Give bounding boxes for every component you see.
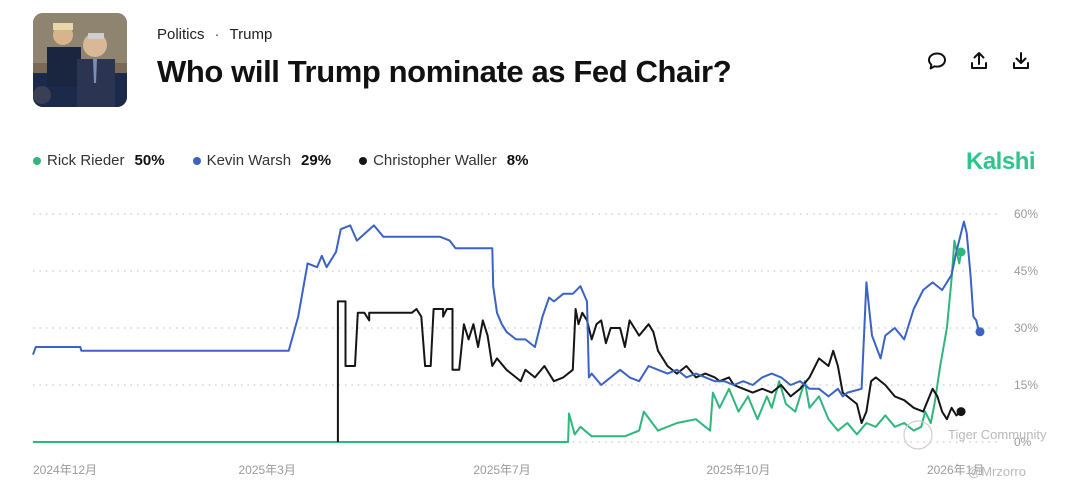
brand-logo[interactable]: Kalshi (966, 148, 1036, 175)
legend-dot-christopher-waller (359, 156, 368, 165)
share-icon[interactable] (968, 50, 990, 72)
market-thumbnail (33, 13, 127, 107)
y-tick-label: 0% (1014, 435, 1032, 449)
x-tick-label: 2026年1月 (927, 463, 984, 477)
x-tick-label: 2024年12月 (33, 463, 97, 477)
y-axis-ticks: 60% 45% 30% 15% 0% (1014, 207, 1038, 449)
page-title: Who will Trump nominate as Fed Chair? (157, 54, 732, 89)
x-axis-ticks: 2024年12月 2025年3月 2025年7月 2025年10月 2026年1月 (33, 463, 984, 477)
watermark-icon (903, 420, 933, 450)
legend-label: Kevin Warsh (206, 152, 292, 169)
y-tick-label: 45% (1014, 264, 1038, 278)
x-tick-label: 2025年3月 (238, 463, 295, 477)
breadcrumb-separator: · (214, 26, 220, 43)
chart-legend: Rick Rieder 50% Kevin Warsh 29% Christop… (33, 152, 528, 169)
watermark-community: Tiger Community (948, 427, 1047, 442)
legend-label: Christopher Waller (373, 152, 497, 169)
series-endpoint-kevin-warsh (975, 327, 985, 337)
x-tick-label: 2025年7月 (473, 463, 530, 477)
legend-item-rick-rieder[interactable]: Rick Rieder 50% (33, 152, 165, 169)
chart-grid (33, 213, 1000, 443)
y-tick-label: 60% (1014, 207, 1038, 221)
legend-value: 8% (506, 152, 529, 169)
action-bar (926, 50, 1032, 72)
series-line-christopher-waller (336, 300, 962, 442)
series-line-rick-rieder (33, 239, 963, 443)
watermark-handle: @Mrzorro (968, 464, 1026, 479)
probability-chart: 60%45%30%15%0% 2024年12月 2025年3月 2025年7月 202… (32, 207, 1047, 479)
market-thumbnail-image (33, 13, 127, 107)
y-tick-label: 15% (1014, 378, 1038, 392)
legend-label: Rick Rieder (47, 152, 125, 169)
chart-series (32, 220, 981, 443)
legend-item-kevin-warsh[interactable]: Kevin Warsh 29% (192, 152, 332, 169)
breadcrumb: Politics · Trump (157, 26, 272, 43)
chart-endpoints (956, 247, 985, 417)
comment-icon[interactable] (926, 50, 948, 72)
legend-value: 29% (301, 152, 332, 169)
series-line-kevin-warsh (32, 220, 981, 398)
breadcrumb-item-trump[interactable]: Trump (229, 26, 273, 43)
breadcrumb-item-politics[interactable]: Politics (157, 26, 205, 43)
series-endpoint-rick-rieder (956, 247, 966, 257)
download-icon[interactable] (1010, 50, 1032, 72)
legend-item-christopher-waller[interactable]: Christopher Waller 8% (359, 152, 528, 169)
series-endpoint-christopher-waller (956, 407, 966, 417)
legend-dot-rick-rieder (33, 156, 41, 165)
y-tick-label: 30% (1014, 321, 1038, 335)
x-tick-label: 2025年10月 (706, 463, 770, 477)
watermark: Tiger Community @Mrzorro (903, 420, 1047, 479)
legend-dot-kevin-warsh (192, 156, 201, 165)
legend-value: 50% (134, 152, 165, 169)
